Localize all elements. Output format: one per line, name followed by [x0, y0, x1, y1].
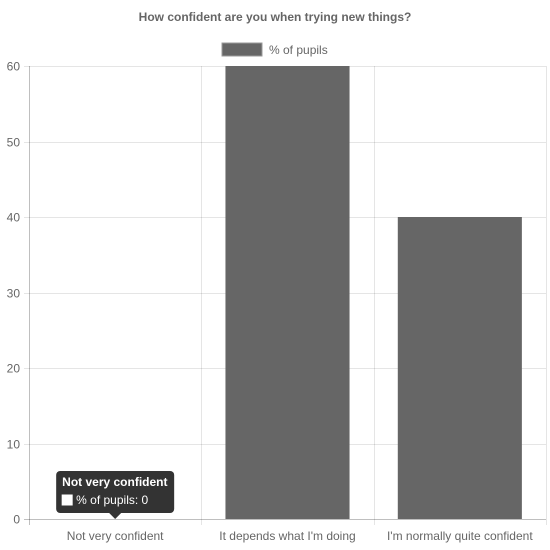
- tooltip-caret: [109, 513, 122, 519]
- tooltip-swatch: [61, 494, 73, 506]
- y-tick-label: 20: [7, 362, 21, 376]
- y-tick-label: 30: [7, 287, 21, 301]
- tick-labels: 0 10 20 30 40 50 60 Not very confident It depend…: [7, 60, 534, 544]
- y-tick-label: 60: [7, 60, 21, 74]
- x-tick-label: Not very confident: [67, 529, 164, 543]
- y-tick-label: 40: [7, 211, 21, 225]
- axes: [29, 66, 547, 525]
- tooltip-title: Not very confident: [62, 475, 167, 489]
- legend[interactable]: % of pupils: [221, 42, 328, 57]
- bars: [225, 66, 522, 519]
- y-tick-label: 50: [7, 136, 21, 150]
- legend-swatch: [221, 42, 263, 57]
- x-tick-label: I'm normally quite confident: [387, 529, 533, 543]
- chart-title: How confident are you when trying new th…: [139, 10, 412, 24]
- tooltip-body: % of pupils: 0: [76, 493, 148, 507]
- tooltip: Not very confident % of pupils: 0: [56, 471, 175, 519]
- legend-label: % of pupils: [269, 43, 328, 57]
- y-tick-label: 10: [7, 438, 21, 452]
- bar[interactable]: [225, 66, 350, 519]
- y-tick-label: 0: [13, 513, 20, 527]
- bar[interactable]: [397, 217, 522, 519]
- x-tick-label: It depends what I'm doing: [219, 529, 355, 543]
- tooltip-box: [56, 471, 175, 513]
